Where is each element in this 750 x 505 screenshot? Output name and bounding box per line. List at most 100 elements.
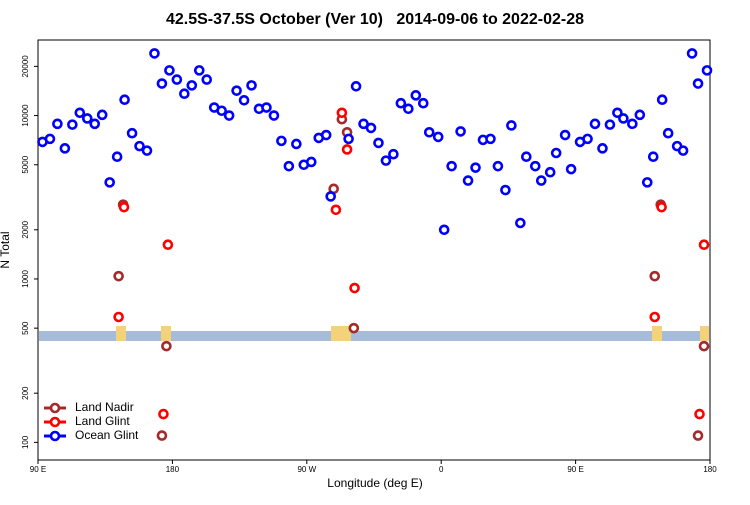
marker — [544, 166, 556, 178]
marker — [432, 131, 444, 143]
marker — [141, 145, 153, 156]
x-tick-label: 180 — [166, 465, 180, 474]
marker — [113, 311, 124, 323]
marker — [529, 160, 541, 172]
marker — [52, 118, 63, 130]
y-tick-label: 5000 — [21, 155, 30, 173]
legend-marker — [49, 430, 61, 442]
marker — [559, 129, 571, 141]
marker — [261, 102, 272, 113]
legend-label: Land Glint — [75, 414, 130, 428]
marker — [565, 163, 577, 175]
marker — [348, 322, 360, 334]
marker — [343, 133, 354, 145]
y-tick-label: 10000 — [21, 104, 30, 127]
y-tick-label: 200 — [21, 386, 30, 400]
marker — [246, 80, 257, 91]
marker — [349, 282, 360, 294]
marker — [535, 175, 547, 186]
marker — [149, 48, 160, 59]
marker — [485, 133, 496, 145]
marker — [156, 430, 168, 441]
marker — [171, 74, 183, 85]
y-axis-label: N Total — [0, 231, 12, 268]
marker — [89, 118, 101, 130]
band-patch — [116, 326, 126, 341]
marker — [455, 126, 466, 137]
marker — [686, 48, 698, 59]
marker — [67, 119, 78, 130]
marker — [156, 78, 168, 89]
marker — [692, 78, 704, 89]
marker — [410, 90, 422, 101]
marker — [373, 137, 384, 149]
marker — [380, 155, 392, 166]
marker — [550, 147, 562, 159]
marker — [325, 191, 336, 202]
marker — [193, 65, 205, 76]
marker — [423, 126, 435, 138]
band-patch — [161, 326, 171, 341]
marker — [59, 143, 71, 154]
marker — [134, 140, 145, 152]
marker — [634, 109, 646, 121]
marker — [395, 97, 407, 109]
marker — [158, 408, 169, 420]
y-tick-label: 100 — [21, 435, 30, 449]
x-tick-label: 0 — [439, 465, 444, 474]
x-axis-label: Longitude (deg E) — [327, 476, 422, 490]
marker — [492, 160, 504, 172]
legend-label: Land Nadir — [75, 400, 134, 414]
x-tick-label: 90 E — [567, 465, 583, 474]
marker — [647, 151, 659, 163]
legend-marker — [49, 402, 61, 414]
marker — [627, 118, 638, 130]
marker — [701, 65, 713, 76]
y-tick-label: 1000 — [21, 270, 30, 288]
marker — [276, 135, 287, 147]
marker — [350, 81, 362, 92]
marker — [604, 119, 616, 130]
marker — [694, 408, 705, 420]
band — [39, 331, 709, 341]
marker — [113, 270, 124, 282]
marker — [365, 122, 377, 134]
marker — [126, 127, 138, 139]
marker — [216, 105, 227, 117]
marker — [96, 109, 108, 121]
marker — [521, 151, 532, 163]
marker — [506, 120, 517, 131]
legend-marker — [49, 416, 61, 428]
marker — [641, 177, 653, 188]
marker — [698, 239, 710, 251]
marker — [44, 133, 56, 145]
marker — [462, 175, 474, 186]
marker — [161, 340, 172, 352]
marker — [104, 177, 115, 188]
marker — [589, 118, 601, 130]
marker — [649, 270, 661, 282]
marker — [179, 88, 190, 100]
marker — [662, 127, 674, 139]
marker — [656, 201, 667, 213]
marker — [612, 107, 623, 119]
marker — [582, 133, 593, 145]
marker — [111, 151, 123, 163]
marker — [692, 430, 704, 441]
marker — [283, 160, 295, 172]
marker — [403, 103, 414, 115]
marker — [291, 138, 302, 150]
marker — [417, 97, 429, 109]
marker — [341, 144, 353, 155]
marker — [698, 340, 710, 352]
plot-frame — [37, 39, 711, 461]
marker — [656, 94, 668, 106]
marker — [186, 80, 198, 91]
marker — [118, 201, 130, 213]
marker — [515, 217, 526, 229]
marker — [238, 94, 250, 106]
marker — [231, 85, 242, 96]
y-tick-label: 2000 — [21, 220, 30, 238]
marker — [320, 129, 332, 141]
